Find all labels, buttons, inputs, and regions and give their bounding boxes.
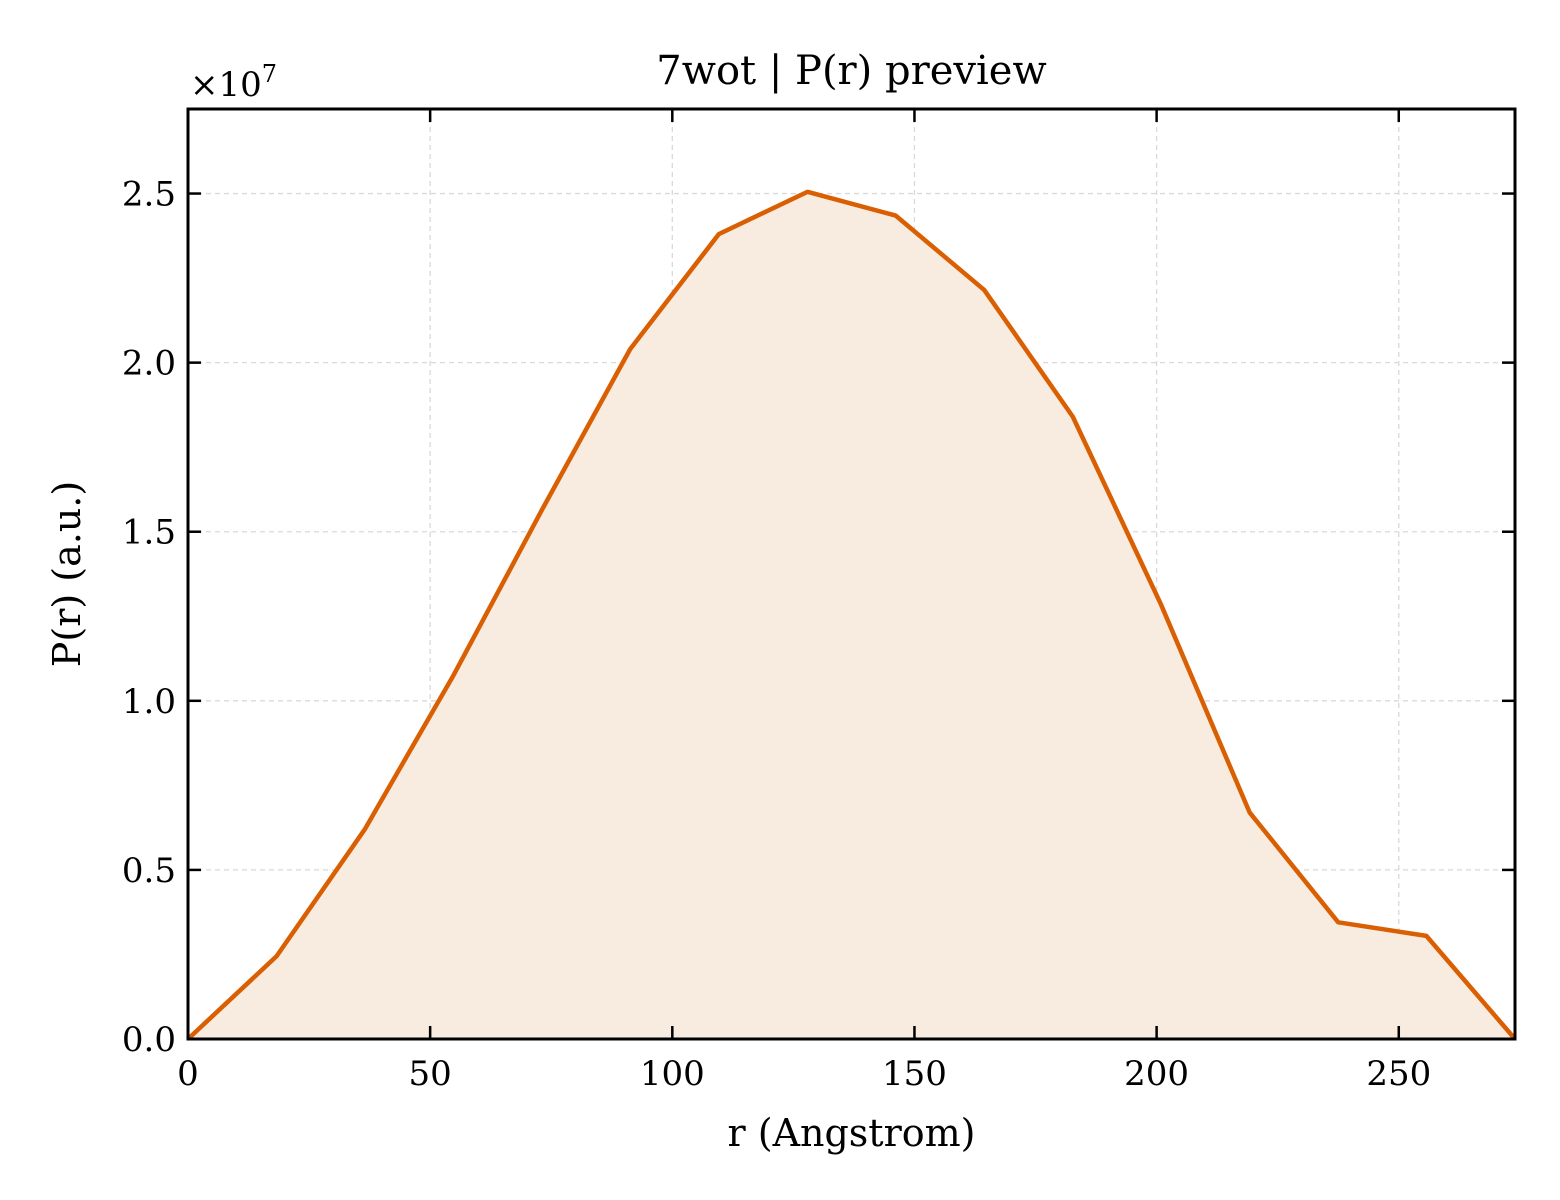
- y-tick-label: 0.5: [122, 851, 176, 891]
- plot-frame: [186, 107, 1517, 1041]
- x-tick-label: 100: [640, 1054, 705, 1094]
- x-tick-label: 200: [1124, 1054, 1189, 1094]
- x-tick-label: 250: [1366, 1054, 1431, 1094]
- y-tick-label: 2.5: [122, 175, 176, 215]
- x-tick-label: 150: [882, 1054, 947, 1094]
- y-offset-exponent: 7: [262, 60, 277, 88]
- y-tick-label: 0.0: [122, 1020, 176, 1060]
- series-line: [186, 189, 1517, 1041]
- y-tick-label: 2.0: [122, 344, 176, 384]
- y-tick-label: 1.5: [122, 513, 176, 553]
- y-offset-base: ×10: [190, 65, 262, 105]
- x-tick-label: 50: [409, 1054, 452, 1094]
- chart-title: 7wot | P(r) preview: [656, 48, 1046, 94]
- y-axis-label: P(r) (a.u.): [45, 481, 89, 667]
- x-tick-label: 0: [177, 1054, 199, 1094]
- axis-ticks: 0 50 100 150 200 250 0.0 0.5 1.0 1.5 2.0 2.5: [122, 109, 1515, 1094]
- y-axis-offset-label: ×107: [190, 60, 277, 105]
- area-fill: [188, 191, 1515, 1039]
- data-points: [187, 191, 1516, 1040]
- x-axis-label: r (Angstrom): [728, 1111, 976, 1155]
- y-tick-label: 1.0: [122, 682, 176, 722]
